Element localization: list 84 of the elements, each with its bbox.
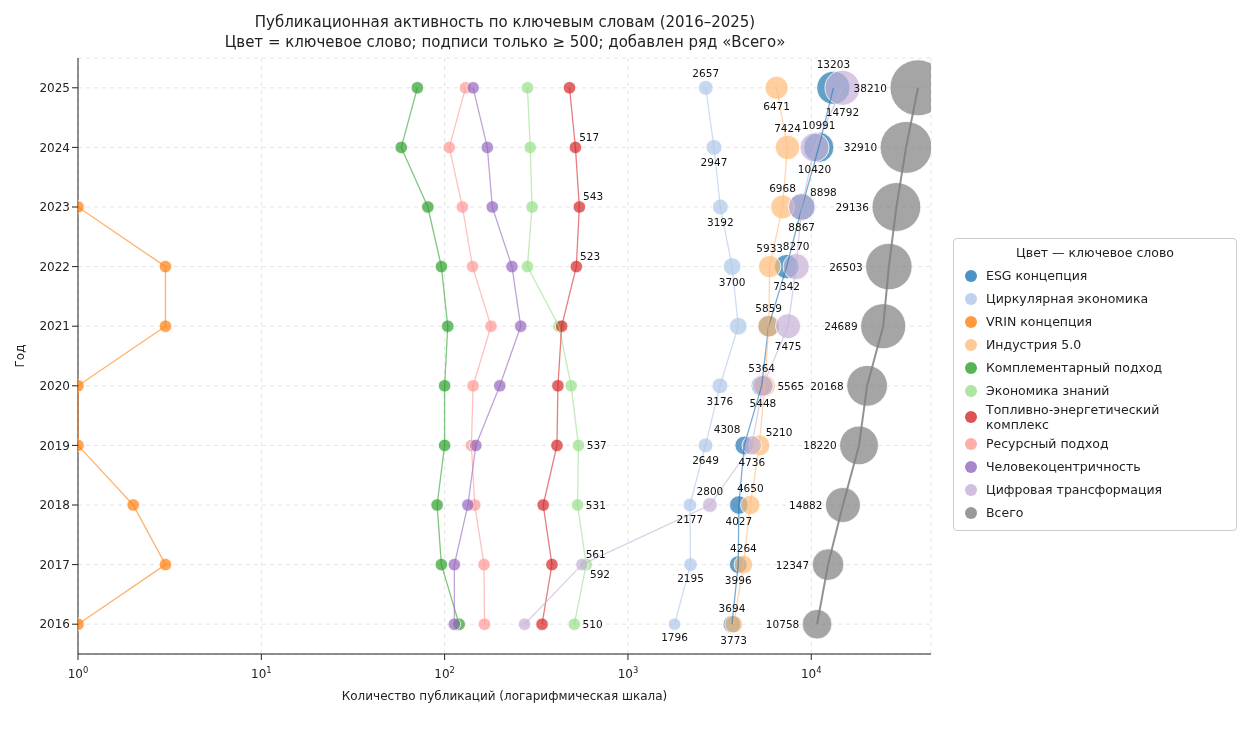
y-axis-title: Год — [13, 344, 28, 368]
data-label: 7475 — [774, 339, 802, 352]
data-label: 14882 — [789, 499, 823, 511]
data-label: 10758 — [765, 618, 800, 631]
data-label: 5364 — [748, 362, 776, 375]
data-label: 4736 — [738, 456, 766, 469]
data-label: 2195 — [677, 572, 704, 585]
legend-label: Ресурсный подход — [986, 436, 1109, 451]
legend-label: VRIN концепция — [986, 314, 1093, 329]
data-label: 6968 — [769, 182, 796, 195]
data-label: 26503 — [829, 260, 863, 273]
y-tick-label: 2019 — [39, 438, 70, 453]
data-label: 29136 — [835, 201, 870, 213]
x-tick-label: 10$^{4}$ — [800, 665, 822, 681]
legend-label: Цифровая трансформация — [986, 482, 1163, 497]
data-label: 561 — [585, 547, 606, 560]
data-label: 2947 — [700, 156, 728, 169]
data-label: 5933 — [756, 242, 784, 255]
data-label: 523 — [580, 249, 601, 262]
data-label: 2657 — [692, 67, 720, 80]
data-label: 517 — [579, 130, 600, 143]
y-tick-label: 2025 — [39, 81, 70, 96]
y-tick-label: 2020 — [39, 379, 70, 394]
data-label: 12347 — [775, 558, 810, 571]
y-tick-label: 2016 — [39, 617, 70, 632]
data-label: 14792 — [825, 106, 860, 119]
legend-label: Экономика знаний — [986, 383, 1110, 398]
data-label: 531 — [585, 499, 606, 511]
y-tick-label: 2017 — [39, 557, 70, 572]
legend-label: Всего — [986, 505, 1024, 520]
data-label: 3694 — [718, 602, 746, 615]
data-label: 537 — [586, 439, 607, 452]
data-label: 3773 — [720, 634, 748, 647]
legend-label: ESG концепция — [986, 268, 1088, 283]
data-label: 10420 — [797, 162, 832, 175]
data-label: 3700 — [718, 276, 746, 289]
y-tick-label: 2021 — [39, 319, 70, 334]
data-label: 3192 — [706, 215, 734, 228]
legend-label: Комплементарный подход — [986, 360, 1163, 375]
data-label: 7342 — [773, 279, 801, 292]
data-label: 13203 — [816, 58, 851, 71]
y-tick-label: 2018 — [39, 498, 70, 513]
data-label: 3176 — [706, 394, 734, 407]
data-label: 510 — [582, 618, 603, 631]
data-label: 7424 — [774, 122, 802, 135]
x-tick-label: 10$^{2}$ — [434, 665, 455, 681]
data-label: 20168 — [810, 379, 844, 392]
data-label: 38210 — [853, 81, 887, 94]
data-label: 8270 — [782, 240, 810, 253]
legend-label: Топливно-энергетический комплекс — [986, 402, 1161, 432]
chart-title: Публикационная активность по ключевым словам (2016–2025) — [253, 12, 757, 32]
data-label: 10991 — [802, 119, 836, 132]
data-label: 24689 — [824, 320, 858, 333]
data-label: 543 — [583, 190, 604, 203]
data-label: 2177 — [676, 512, 704, 525]
data-label: 6471 — [763, 100, 790, 113]
chart-subtitle: Цвет = ключевое слово; подписи только ≥ 500; добавлен ряд «Всего» — [223, 32, 787, 52]
data-label: 5565 — [777, 379, 805, 392]
y-tick-label: 2022 — [39, 259, 70, 274]
data-label: 4308 — [713, 423, 741, 436]
data-label: 32910 — [843, 141, 878, 154]
data-label: 2649 — [692, 453, 719, 466]
data-label: 5210 — [765, 426, 793, 439]
data-label: 5448 — [749, 397, 777, 410]
x-axis-title: Количество публикаций (логарифмическая шкала) — [341, 689, 668, 703]
data-label: 4650 — [736, 482, 764, 495]
data-label: 592 — [589, 568, 611, 581]
data-label: 18220 — [803, 439, 837, 452]
x-tick-label: 10$^{0}$ — [67, 665, 89, 681]
legend-label: Циркулярная экономика — [986, 291, 1149, 306]
legend-title: Цвет — ключевое слово — [1015, 245, 1175, 260]
data-label: 1796 — [661, 631, 689, 644]
data-label: 8898 — [810, 185, 837, 198]
y-tick-label: 2023 — [39, 200, 70, 215]
x-tick-label: 10$^{1}$ — [251, 665, 272, 681]
data-label: 4027 — [725, 515, 753, 528]
y-tick-label: 2024 — [39, 140, 70, 155]
data-label: 3996 — [724, 574, 752, 587]
legend-label: Индустрия 5.0 — [986, 337, 1082, 352]
data-label: 2800 — [696, 484, 724, 497]
x-tick-label: 10$^{3}$ — [617, 665, 639, 681]
legend-label: Человекоцентричность — [986, 459, 1141, 474]
data-label: 5859 — [755, 302, 783, 315]
data-label: 8867 — [788, 221, 816, 234]
